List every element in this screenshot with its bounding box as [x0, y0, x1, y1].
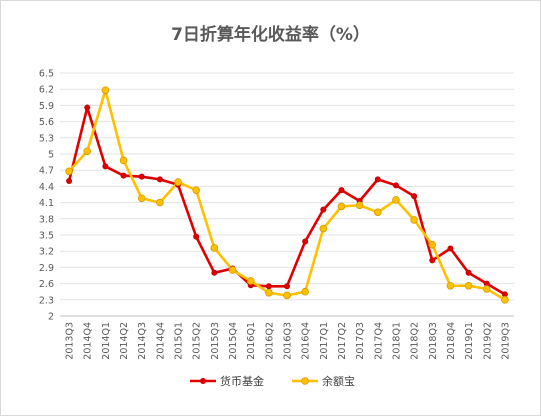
data-point [392, 182, 399, 189]
data-point [102, 163, 109, 170]
x-tick-label: 2019Q1 [464, 322, 475, 360]
x-tick-label: 2016Q2 [264, 322, 275, 360]
data-point [410, 216, 418, 224]
x-tick-label: 2019Q2 [482, 322, 493, 360]
x-tick-label: 2018Q3 [428, 322, 439, 360]
x-tick-label: 2015Q2 [192, 322, 203, 360]
x-axis-ticks: 2013Q3 2014Q4 2014Q1 2014Q2 2014Q3 2014Q4 2015… [65, 322, 512, 360]
x-tick-label: 2018Q4 [446, 322, 457, 360]
x-tick-label: 2015Q1 [174, 322, 185, 360]
data-point [137, 194, 146, 203]
data-point [66, 177, 73, 184]
data-point [83, 147, 92, 156]
y-tick-label: 3.8 [39, 214, 54, 225]
data-point [319, 224, 328, 233]
x-tick-label: 2014Q4 [155, 322, 166, 360]
x-tick-label: 2013Q3 [65, 322, 76, 360]
data-point [265, 283, 272, 290]
x-tick-label: 2017Q4 [373, 322, 384, 360]
data-point [192, 186, 201, 194]
legend-label: 余额宝 [322, 374, 355, 388]
x-tick-label: 2015Q3 [210, 322, 221, 360]
x-tick-label: 2017Q3 [355, 322, 366, 360]
x-tick-label: 2016Q3 [283, 322, 294, 360]
data-point [338, 187, 345, 194]
data-point [65, 167, 73, 176]
y-tick-label: 3.2 [39, 247, 54, 258]
data-point [464, 281, 473, 290]
data-point [265, 288, 273, 297]
data-point [156, 198, 164, 207]
y-tick-label: 4.7 [39, 166, 54, 177]
x-tick-label: 2018Q1 [391, 322, 402, 360]
data-point [301, 287, 309, 296]
data-point [283, 283, 290, 290]
x-tick-label: 2018Q2 [410, 322, 421, 360]
data-point [283, 291, 291, 300]
data-point [156, 176, 163, 183]
x-tick-label: 2014Q4 [83, 322, 94, 360]
data-point [429, 257, 436, 264]
legend: 货币基金 余额宝 [190, 374, 355, 388]
data-point [446, 281, 455, 290]
y-axis-ticks: 6.5 6.2 5.9 5.6 5.3 5 4.7 4.4 4.1 3.8 3.5 3.2 2.9 2.6… [39, 69, 54, 323]
legend-label: 货币基金 [220, 374, 264, 388]
data-point [374, 176, 381, 183]
x-tick-label: 2019Q3 [500, 322, 511, 360]
gridlines [60, 72, 514, 317]
legend-marker [199, 377, 206, 384]
data-point [101, 86, 110, 95]
data-point [246, 277, 255, 285]
y-tick-label: 5.9 [39, 101, 54, 112]
x-tick-label: 2015Q4 [228, 322, 239, 360]
data-point [373, 208, 382, 217]
data-point [84, 104, 91, 111]
y-tick-label: 5.3 [39, 133, 54, 144]
y-tick-label: 3.5 [39, 231, 54, 242]
data-point [447, 245, 454, 252]
data-point [320, 206, 327, 213]
y-tick-label: 6.5 [39, 69, 54, 80]
x-tick-label: 2014Q2 [119, 322, 130, 360]
data-point [355, 201, 364, 210]
y-tick-label: 5.6 [39, 117, 54, 128]
y-tick-label: 6.2 [39, 85, 54, 96]
data-point [210, 244, 219, 252]
x-tick-label: 2016Q4 [301, 322, 312, 360]
data-point [302, 238, 309, 245]
data-point [138, 173, 145, 180]
data-point [411, 193, 418, 200]
x-tick-label: 2014Q1 [101, 322, 112, 360]
x-tick-label: 2017Q1 [319, 322, 330, 360]
series-line-1 [67, 106, 506, 296]
y-tick-label: 4.4 [39, 182, 54, 193]
x-tick-label: 2016Q1 [246, 322, 257, 360]
series-lines [65, 86, 509, 304]
data-point [174, 178, 182, 186]
data-point [482, 285, 491, 293]
data-point [465, 269, 472, 276]
data-point [120, 172, 127, 179]
data-point [337, 202, 346, 211]
y-tick-label: 2.6 [39, 279, 54, 290]
y-tick-label: 2 [48, 312, 54, 323]
data-point [119, 156, 128, 165]
y-tick-label: 2.3 [39, 295, 54, 306]
y-tick-label: 4.1 [39, 198, 54, 209]
data-point [228, 266, 237, 274]
data-point [392, 196, 400, 204]
chart-title: 7日折算年化收益率（%） [171, 25, 370, 45]
y-tick-label: 5 [48, 150, 54, 161]
data-point [428, 240, 437, 249]
data-point [211, 269, 218, 276]
x-tick-label: 2014Q3 [137, 322, 148, 360]
data-point [501, 295, 509, 304]
legend-marker [301, 377, 309, 385]
x-tick-label: 2017Q2 [337, 322, 348, 360]
data-point [193, 233, 200, 240]
y-tick-label: 2.9 [39, 263, 54, 274]
